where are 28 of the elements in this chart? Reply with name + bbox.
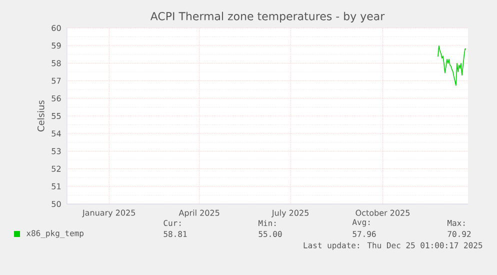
text: Last update: Thu Dec 25 01:00:17 2025 [304, 242, 482, 250]
x-tick-label: April 2025 [178, 210, 220, 218]
y-tick-label: 56 [52, 95, 61, 102]
legend-label: x86_pkg_temp [26, 230, 84, 238]
text: Avg: [352, 219, 370, 227]
y-tick-label: 53 [52, 148, 61, 154]
y-axis-title: Celsius [37, 100, 44, 132]
x-tick-label: January 2025 [82, 210, 136, 218]
chart-title: ACPI Thermal zone temperatures - by year [150, 12, 385, 22]
y-tick-label: 59 [52, 42, 61, 49]
y-tick-label: 51 [52, 183, 61, 190]
text: 55.00 [258, 230, 282, 238]
y-tick-label: 50 [52, 200, 61, 208]
y-tick-label: 55 [52, 113, 61, 119]
text: 58.81 [164, 230, 187, 238]
y-tick-label: 54 [52, 130, 61, 137]
y-tick-label: 58 [52, 60, 61, 66]
text: Cur: [164, 220, 181, 226]
x-tick-label: July 2025 [272, 210, 308, 218]
x-tick-label: October 2025 [356, 210, 410, 216]
text: Max: [448, 220, 465, 226]
text: 70.92 [448, 230, 471, 238]
text: 57.96 [352, 230, 376, 238]
line-series [438, 46, 466, 86]
y-tick-label: 57 [52, 78, 61, 84]
text: Min: [258, 220, 276, 226]
y-tick-label: 60 [52, 24, 61, 32]
y-tick-label: 52 [52, 166, 61, 172]
